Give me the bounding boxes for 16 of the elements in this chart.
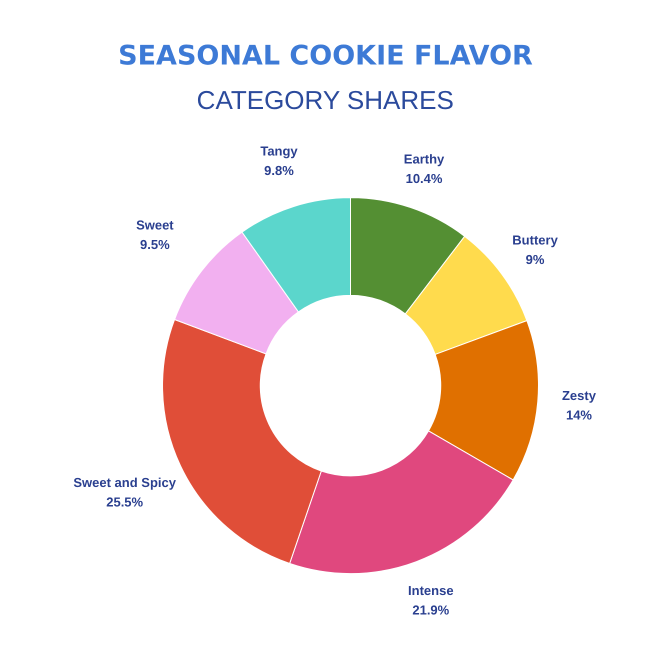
data-label: 25.5%: [106, 494, 144, 510]
chart-title: SEASONAL COOKIE FLAVOR: [118, 40, 534, 72]
slice-label: Sweet: [136, 217, 174, 232]
slice-label: Tangy: [260, 143, 298, 158]
data-label: 21.9%: [412, 602, 450, 618]
data-label: 9%: [526, 252, 545, 267]
slice-label: Buttery: [512, 232, 559, 248]
data-label: 10.4%: [406, 170, 443, 186]
data-label: 14%: [566, 408, 592, 423]
slice-label: Earthy: [404, 151, 446, 166]
slice-label: Sweet and Spicy: [73, 474, 177, 490]
data-label: 9.8%: [264, 162, 294, 178]
chart-subtitle: CATEGORY SHARES: [196, 85, 454, 116]
slice-label: Intense: [408, 583, 454, 598]
data-label: 9.5%: [140, 236, 170, 252]
slice-label: Zesty: [562, 388, 597, 404]
